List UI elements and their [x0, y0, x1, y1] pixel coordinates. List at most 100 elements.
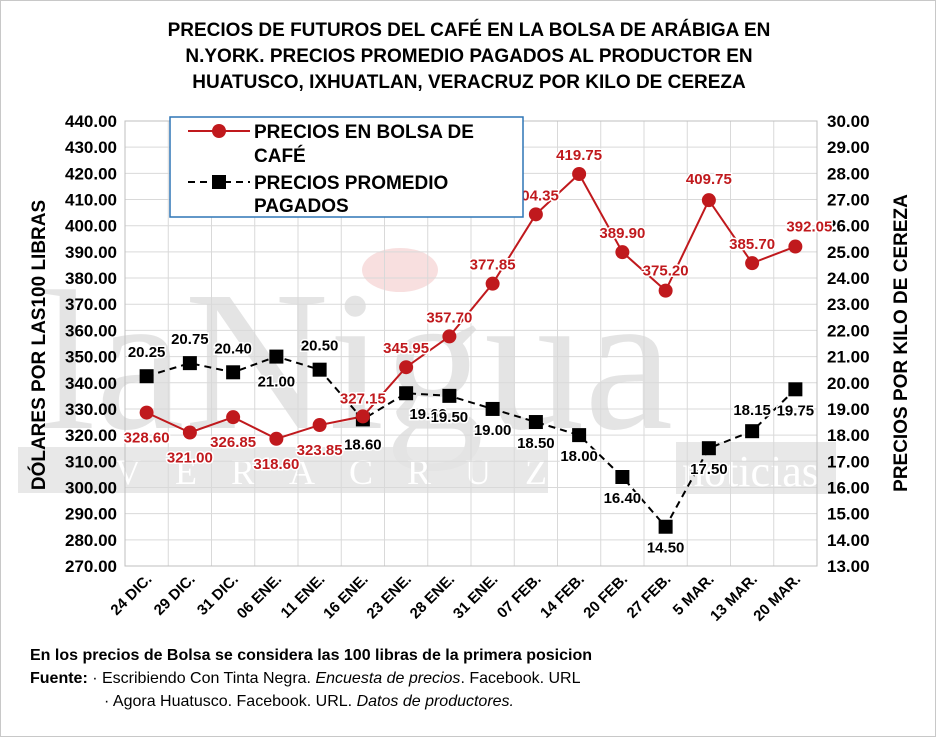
- title-line-2: N.YORK. PRECIOS PROMEDIO PAGADOS AL PROD…: [185, 46, 752, 67]
- data-label-bolsa: 328.60: [124, 430, 170, 447]
- y-tick-label: 400.00: [65, 217, 117, 236]
- footer-source-1c: . Facebook. URL: [460, 670, 581, 687]
- y-tick-label: 350.00: [65, 348, 117, 367]
- legend-label-bolsa-line2: CAFÉ: [254, 145, 306, 167]
- legend-label-bolsa: PRECIOS EN BOLSA DE CAFÉ: [254, 122, 479, 167]
- y2-tick-label: 20.00: [827, 374, 870, 393]
- marker-promedio: [615, 470, 630, 484]
- y-tick-label: 290.00: [65, 505, 117, 524]
- footer-note: En los precios de Bolsa se considera las…: [30, 647, 593, 664]
- x-tick-label: 20 FEB.: [580, 571, 631, 622]
- marker-promedio: [182, 356, 197, 371]
- data-label-promedio: 19.60: [409, 406, 447, 423]
- footer-source-2b: Datos de productores.: [356, 693, 514, 710]
- data-label-promedio: 16.40: [604, 490, 642, 507]
- data-label-bolsa: 375.20: [643, 263, 689, 280]
- data-label-promedio: 20.40: [214, 340, 252, 357]
- data-label-promedio: 18.50: [517, 435, 555, 452]
- y-tick-label: 300.00: [65, 478, 117, 497]
- marker-bolsa: [355, 409, 370, 424]
- y-tick-label: 280.00: [65, 531, 117, 550]
- series-line-promedio: [146, 355, 797, 529]
- marker-promedio: [572, 428, 587, 443]
- y2-tick-label: 17.00: [827, 452, 870, 471]
- series-line-bolsa: [146, 172, 796, 440]
- y2-tick-label: 28.00: [827, 164, 870, 183]
- data-label-bolsa: 357.70: [426, 309, 472, 326]
- data-label-bolsa: 321.00: [167, 450, 213, 467]
- y2-tick-label: 18.00: [827, 426, 870, 445]
- y-tick-label: 360.00: [65, 321, 117, 340]
- x-tick-label: 24 DIC.: [107, 571, 155, 619]
- marker-bolsa: [485, 276, 500, 291]
- data-label-promedio: 18.15: [733, 402, 771, 419]
- y2-tick-label: 25.00: [827, 243, 870, 262]
- watermark-bird-icon: [362, 248, 438, 292]
- y2-tick-label: 23.00: [827, 295, 870, 314]
- x-tick-label: 11 ENE.: [278, 571, 329, 622]
- marker-bolsa: [269, 431, 284, 446]
- y2-tick-label: 27.00: [827, 191, 870, 210]
- data-label-bolsa: 318.60: [253, 456, 299, 473]
- marker-bolsa: [658, 283, 673, 298]
- data-label-promedio: 19.00: [474, 422, 512, 439]
- y2-tick-label: 19.00: [827, 400, 870, 419]
- data-label-promedio: 20.25: [128, 344, 166, 361]
- marker-bolsa: [312, 418, 327, 433]
- y2-axis-title: PRECIOS POR KILO DE CEREZA: [891, 194, 912, 492]
- y2-tick-label: 24.00: [827, 269, 870, 288]
- y2-tick-label: 26.00: [827, 217, 870, 236]
- data-label-bolsa: 377.85: [470, 257, 516, 274]
- chart-title: PRECIOS DE FUTUROS DEL CAFÉ EN LA BOLSA …: [168, 19, 771, 93]
- marker-promedio: [312, 362, 327, 377]
- data-label-bolsa: 389.90: [599, 225, 645, 242]
- y2-tick-label: 21.00: [827, 348, 870, 367]
- marker-promedio: [528, 415, 543, 430]
- data-label-bolsa: 409.75: [686, 171, 732, 188]
- marker-promedio: [788, 382, 803, 397]
- data-label-bolsa: 323.85: [297, 442, 343, 459]
- y2-tick-label: 13.00: [827, 557, 870, 576]
- series-layer: 20.25 20.75 20.40 21.00 20.50 18.60 19.6019.50…: [122, 146, 834, 559]
- y2-tick-label: 14.00: [827, 531, 870, 550]
- marker-bolsa: [788, 239, 803, 254]
- data-label-promedio: 18.60: [344, 436, 382, 453]
- marker-promedio: [745, 424, 760, 439]
- data-label-promedio: 20.75: [171, 331, 209, 348]
- y-tick-label: 330.00: [65, 400, 117, 419]
- data-label-promedio: 21.00: [258, 374, 296, 391]
- legend-marker-promedio: [212, 175, 226, 189]
- data-label-promedio: 17.50: [690, 461, 728, 478]
- y-tick-label: 310.00: [65, 452, 117, 471]
- y2-tick-label: 30.00: [827, 112, 870, 131]
- marker-promedio: [399, 386, 414, 401]
- legend: PRECIOS EN BOLSA DE CAFÉ PRECIOS PROMEDI…: [169, 116, 524, 218]
- legend-label-promedio-line1: PRECIOS PROMEDIO: [254, 173, 448, 194]
- x-tick-label: 31 ENE.: [450, 571, 502, 623]
- data-label-bolsa: 326.85: [210, 434, 256, 451]
- footer-source-2a: · Agora Huatusco. Facebook. URL.: [104, 693, 357, 710]
- x-tick-label: 06 ENE.: [234, 571, 286, 623]
- x-tick-label: 27 FEB.: [624, 571, 675, 622]
- y-tick-label: 340.00: [65, 374, 117, 393]
- y-tick-label: 420.00: [65, 164, 117, 183]
- marker-promedio: [485, 401, 500, 416]
- x-tick-label: 14 FEB.: [537, 571, 588, 622]
- data-label-bolsa: 327.15: [340, 390, 386, 407]
- marker-promedio: [139, 369, 154, 384]
- x-tick-label: 13 MAR.: [707, 571, 761, 625]
- y-tick-label: 410.00: [65, 191, 117, 210]
- title-line-3: HUATUSCO, IXHUATLAN, VERACRUZ POR KILO D…: [192, 72, 746, 93]
- marker-promedio: [269, 349, 284, 364]
- footer-source-1b: Encuesta de precios: [315, 670, 461, 687]
- watermark-sub1: VERACRUZ: [115, 452, 581, 492]
- footer-source-2: · Agora Huatusco. Facebook. URL. Datos d…: [104, 692, 514, 712]
- data-label-promedio: 19.50: [431, 409, 469, 426]
- legend-label-promedio: PRECIOS PROMEDIO PAGADOS: [254, 173, 454, 217]
- x-tick-label: 07 FEB.: [494, 571, 545, 622]
- data-label-bolsa: 385.70: [729, 236, 775, 253]
- marker-promedio: [701, 441, 716, 456]
- marker-bolsa: [399, 360, 414, 375]
- data-label-promedio: 18.00: [560, 448, 598, 465]
